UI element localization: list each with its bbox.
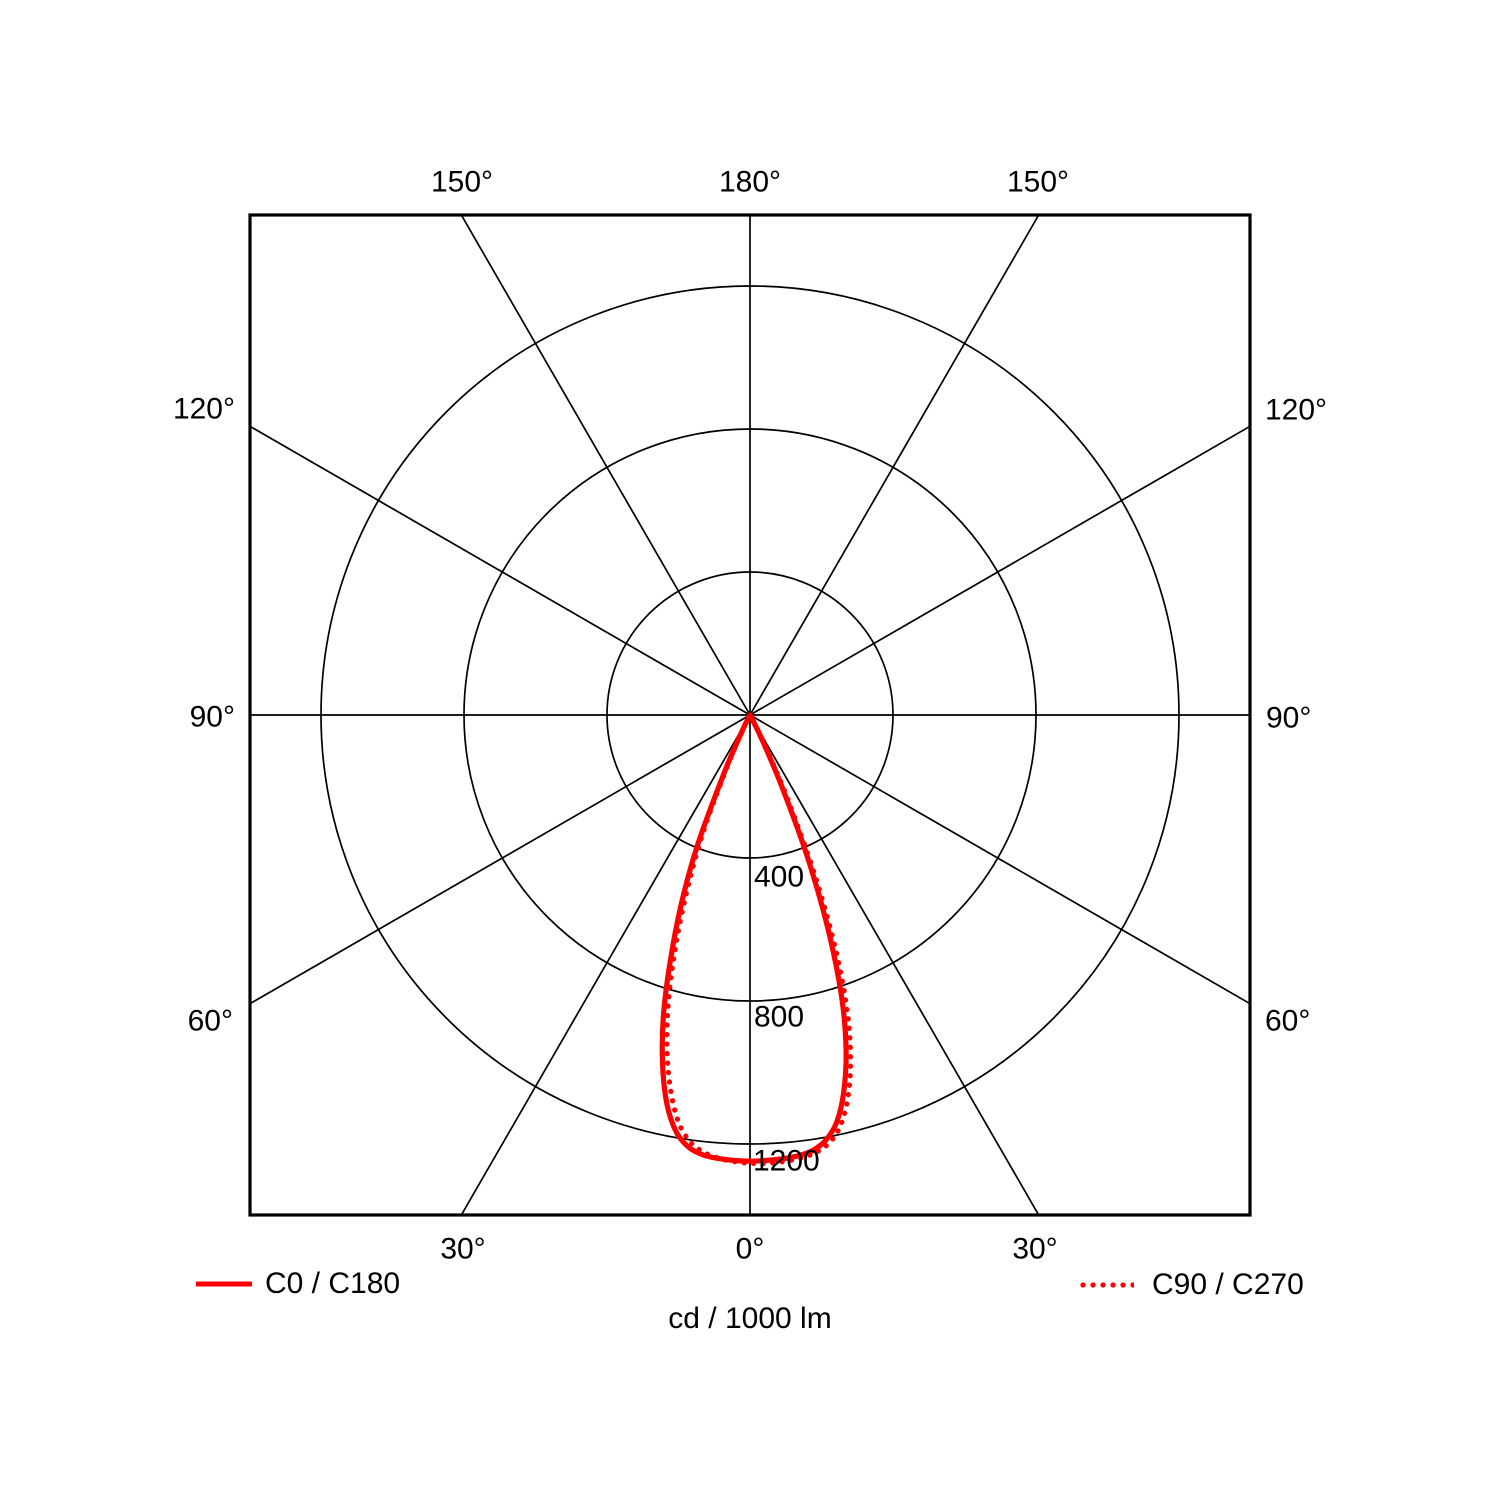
grid-spokes — [250, 215, 1250, 1215]
angle-label-7: 60° — [188, 1005, 233, 1038]
grid-spoke-60deg — [749, 714, 1250, 1005]
angle-label-3: 120° — [173, 393, 235, 426]
plot-border — [248, 213, 1252, 1217]
angle-label-11: 30° — [1012, 1233, 1057, 1266]
angle-label-2: 150° — [1007, 166, 1069, 199]
radial-label-400: 400 — [754, 861, 804, 894]
angle-label-6: 90° — [1266, 702, 1311, 735]
grid-spoke-240deg — [250, 425, 751, 716]
legend-item-c0-c180: C0 / C180 — [195, 1267, 400, 1301]
angle-label-5: 90° — [190, 701, 235, 734]
intensity-curves — [659, 712, 854, 1167]
grid-spoke-30deg — [749, 714, 1040, 1215]
grid-spoke-330deg — [460, 714, 751, 1215]
angle-label-0: 150° — [431, 166, 493, 199]
legend-dotted-line-swatch — [1080, 1282, 1134, 1288]
legend-label-c0-c180: C0 / C180 — [265, 1267, 401, 1300]
radial-label-1200: 1200 — [753, 1145, 820, 1178]
legend-solid-line-swatch — [196, 1281, 252, 1287]
angle-label-8: 60° — [1265, 1005, 1310, 1038]
legend-label-c90-c270: C90 / C270 — [1152, 1268, 1304, 1301]
grid-spoke-300deg — [250, 714, 751, 1005]
polar-grid — [248, 213, 1252, 1217]
grid-spoke-150deg — [749, 215, 1040, 716]
units-caption: cd / 1000 lm — [668, 1302, 832, 1335]
curve-c90-c270 — [664, 712, 854, 1167]
grid-circle-1200 — [320, 285, 1180, 1145]
grid-circle-800 — [463, 428, 1037, 1002]
angle-label-9: 30° — [440, 1233, 485, 1266]
grid-circles — [320, 285, 1180, 1145]
angle-tick-labels: 150° 180° 150° 120° 120° 90° 90° 60° 60° 30° 0° 30° — [173, 166, 1327, 1266]
angle-label-10: 0° — [736, 1233, 765, 1266]
grid-spoke-210deg — [460, 215, 751, 716]
grid-spoke-120deg — [749, 425, 1250, 716]
radial-tick-labels: 400 800 1200 — [753, 861, 820, 1178]
grid-circle-400 — [606, 571, 894, 859]
radial-label-800: 800 — [754, 1001, 804, 1034]
legend-item-c90-c270: C90 / C270 — [1080, 1268, 1304, 1302]
angle-label-4: 120° — [1265, 394, 1327, 427]
angle-label-1: 180° — [719, 166, 781, 199]
curve-c0-c180 — [659, 713, 849, 1164]
